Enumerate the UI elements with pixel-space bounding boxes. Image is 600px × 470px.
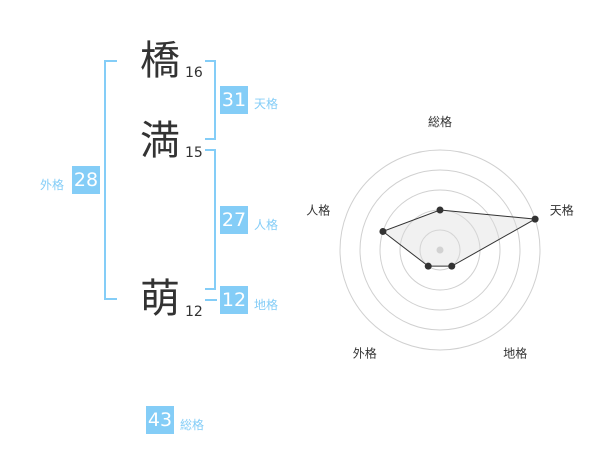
bracket-tick — [205, 149, 216, 151]
radar-ring — [379, 189, 501, 311]
jinkaku-label: 人格 — [254, 218, 279, 232]
bracket-tick — [104, 298, 117, 300]
radar-polygon — [381, 209, 537, 267]
stroke-count-3: 12 — [185, 304, 203, 320]
chikaku-label: 地格 — [254, 298, 279, 312]
soukaku-value: 43 — [146, 406, 174, 434]
bracket-tick — [205, 288, 216, 290]
radar-point — [448, 262, 456, 270]
radar-point — [424, 262, 432, 270]
tenkaku-value: 31 — [220, 86, 248, 114]
bracket-tick — [205, 138, 216, 140]
bracket-tick — [205, 60, 216, 62]
tenkaku-label: 天格 — [254, 97, 279, 111]
character-1: 橋 — [140, 38, 180, 84]
character-2: 満 — [140, 118, 180, 164]
radar-axis-label: 天格 — [550, 202, 574, 217]
radar-center — [436, 246, 444, 254]
chikaku-value: 12 — [220, 286, 248, 314]
radar-ring — [339, 149, 541, 351]
radar-axis-label: 外格 — [353, 346, 377, 361]
soukaku-label: 総格 — [180, 418, 205, 432]
jinkaku-value: 27 — [220, 206, 248, 234]
stroke-count-2: 15 — [185, 145, 203, 161]
jinkaku-bracket — [214, 149, 216, 290]
radar-axis-label: 地格 — [503, 346, 527, 361]
radar-point — [531, 215, 539, 223]
gaikaku-bracket — [104, 60, 106, 300]
radar-axis-label: 人格 — [306, 202, 330, 217]
gaikaku-label: 外格 — [40, 178, 65, 192]
chikaku-connector — [205, 299, 217, 301]
radar-axis-label: 総格 — [428, 114, 452, 129]
radar-point — [379, 227, 387, 235]
bracket-tick — [104, 60, 117, 62]
character-3: 萌 — [140, 276, 180, 322]
gaikaku-value: 28 — [72, 166, 100, 194]
radar-ring — [359, 169, 521, 331]
radar-ring — [419, 229, 461, 271]
stroke-count-1: 16 — [185, 65, 203, 81]
radar-point — [436, 206, 444, 214]
tenkaku-bracket — [214, 60, 216, 140]
